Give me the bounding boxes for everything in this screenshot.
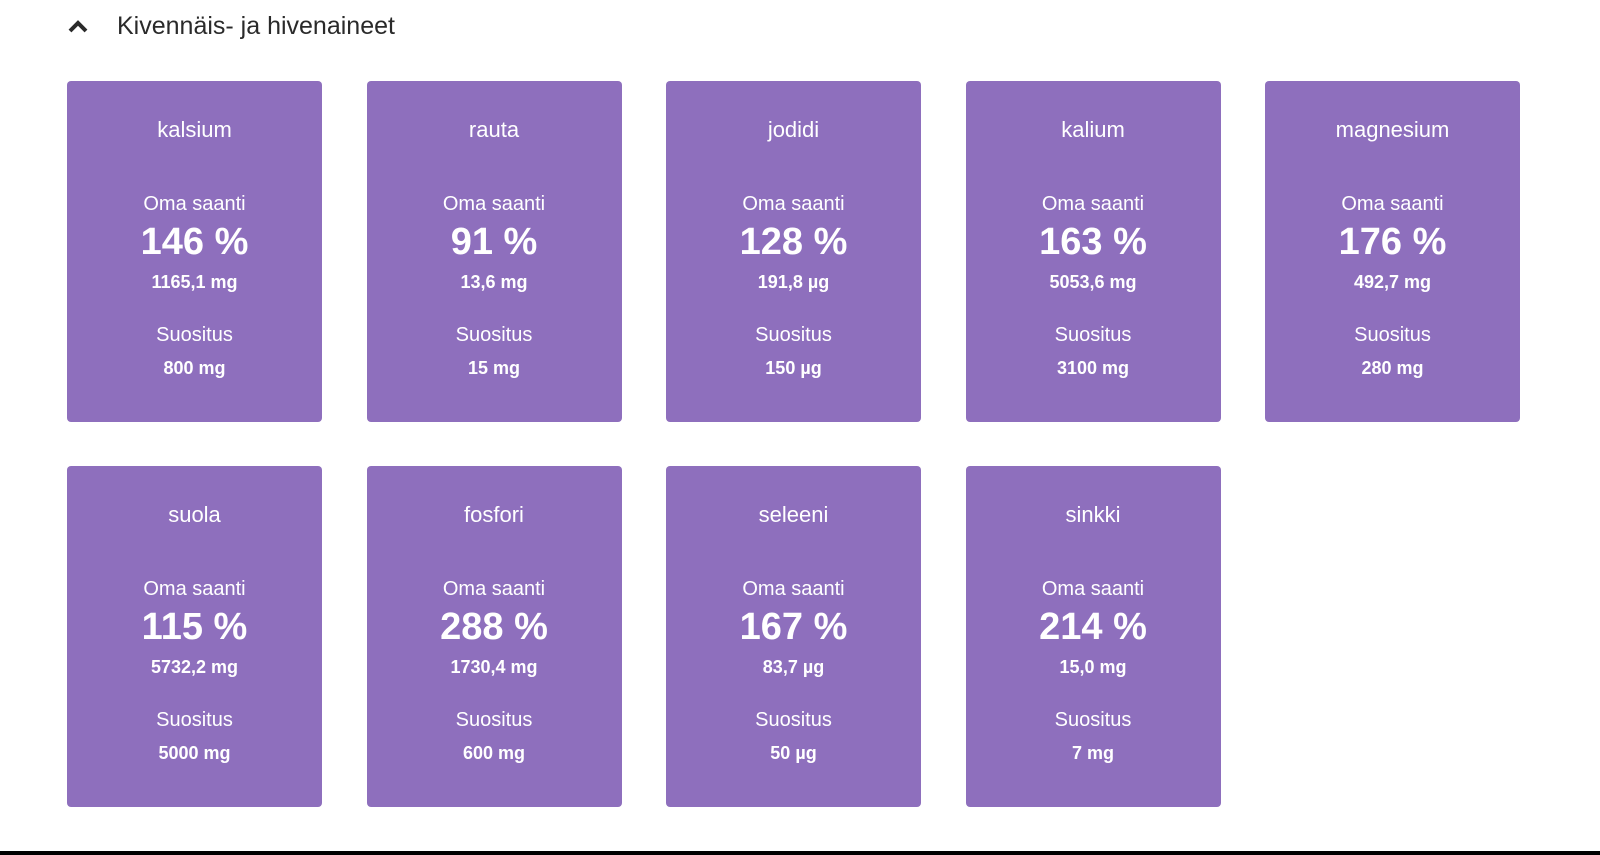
- intake-amount: 1165,1 mg: [151, 272, 238, 292]
- recommendation-label: Suositus: [755, 709, 832, 731]
- own-intake-label: Oma saanti: [1041, 578, 1145, 600]
- recommended-amount: 800 mg: [163, 358, 226, 378]
- own-intake-label: Oma saanti: [1341, 193, 1444, 215]
- recommended-amount: 280 mg: [1361, 358, 1424, 378]
- intake-percent: 163 %: [1039, 221, 1147, 263]
- own-intake-label: Oma saanti: [742, 193, 845, 215]
- intake-amount: 15,0 mg: [1059, 657, 1127, 677]
- recommended-amount: 150 µg: [765, 358, 822, 378]
- own-intake-label: Oma saanti: [442, 193, 546, 215]
- nutrient-card-grid: kalsium Oma saanti 146 % 1165,1 mg Suosi…: [67, 81, 1520, 807]
- nutrient-card: magnesium Oma saanti 176 % 492,7 mg Suos…: [1265, 81, 1520, 422]
- recommendation-label: Suositus: [755, 324, 832, 346]
- recommended-amount: 50 µg: [770, 743, 817, 763]
- intake-percent: 288 %: [440, 606, 548, 648]
- bottom-bar: [0, 851, 1600, 855]
- nutrient-name: suola: [168, 502, 221, 527]
- nutrient-name: sinkki: [1065, 502, 1121, 527]
- section-title: Kivennäis- ja hivenaineet: [117, 11, 395, 40]
- intake-amount: 13,6 mg: [460, 272, 528, 292]
- intake-percent: 214 %: [1039, 606, 1147, 648]
- nutrient-name: rauta: [468, 117, 520, 142]
- intake-percent: 176 %: [1338, 221, 1447, 263]
- recommendation-label: Suositus: [455, 709, 533, 731]
- own-intake-label: Oma saanti: [442, 578, 546, 600]
- intake-percent: 167 %: [739, 606, 848, 648]
- recommended-amount: 15 mg: [467, 358, 521, 378]
- recommended-amount: 7 mg: [1071, 743, 1114, 763]
- nutrient-card: fosfori Oma saanti 288 % 1730,4 mg Suosi…: [366, 466, 622, 807]
- recommendation-label: Suositus: [156, 324, 233, 346]
- nutrient-name: fosfori: [464, 502, 524, 527]
- nutrient-name: kalium: [1061, 117, 1125, 142]
- recommendation-label: Suositus: [1054, 324, 1132, 346]
- recommendation-label: Suositus: [1054, 709, 1132, 731]
- intake-amount: 5053,6 mg: [1049, 272, 1137, 292]
- recommended-amount: 5000 mg: [158, 743, 231, 763]
- nutrient-name: magnesium: [1335, 117, 1450, 142]
- nutrient-card: sinkki Oma saanti 214 % 15,0 mg Suositus…: [965, 466, 1221, 807]
- intake-amount: 1730,4 mg: [450, 657, 538, 677]
- section-toggle[interactable]: Kivennäis- ja hivenaineet: [66, 8, 395, 44]
- nutrient-card: kalium Oma saanti 163 % 5053,6 mg Suosit…: [965, 81, 1221, 422]
- recommended-amount: 3100 mg: [1056, 358, 1130, 378]
- intake-amount: 492,7 mg: [1353, 272, 1432, 292]
- recommendation-label: Suositus: [156, 709, 233, 731]
- own-intake-label: Oma saanti: [742, 578, 845, 600]
- intake-amount: 83,7 µg: [762, 657, 825, 677]
- nutrient-card: rauta Oma saanti 91 % 13,6 mg Suositus 1…: [366, 81, 622, 422]
- intake-percent: 128 %: [739, 221, 848, 263]
- intake-percent: 115 %: [141, 606, 248, 648]
- intake-amount: 5732,2 mg: [150, 657, 239, 677]
- nutrient-name: jodidi: [767, 117, 820, 142]
- nutrient-card: kalsium Oma saanti 146 % 1165,1 mg Suosi…: [67, 81, 322, 422]
- recommended-amount: 600 mg: [462, 743, 526, 763]
- recommendation-label: Suositus: [455, 324, 533, 346]
- own-intake-label: Oma saanti: [143, 193, 246, 215]
- recommendation-label: Suositus: [1354, 324, 1431, 346]
- nutrient-card: suola Oma saanti 115 % 5732,2 mg Suositu…: [67, 466, 322, 807]
- nutrient-card: jodidi Oma saanti 128 % 191,8 µg Suositu…: [666, 81, 921, 422]
- intake-percent: 91 %: [450, 221, 538, 263]
- nutrient-name: seleeni: [758, 502, 829, 527]
- intake-amount: 191,8 µg: [757, 272, 830, 292]
- intake-percent: 146 %: [140, 221, 249, 263]
- nutrient-card: seleeni Oma saanti 167 % 83,7 µg Suositu…: [666, 466, 921, 807]
- own-intake-label: Oma saanti: [1041, 193, 1145, 215]
- chevron-up-icon[interactable]: [66, 14, 90, 38]
- own-intake-label: Oma saanti: [143, 578, 246, 600]
- nutrient-name: kalsium: [157, 117, 232, 142]
